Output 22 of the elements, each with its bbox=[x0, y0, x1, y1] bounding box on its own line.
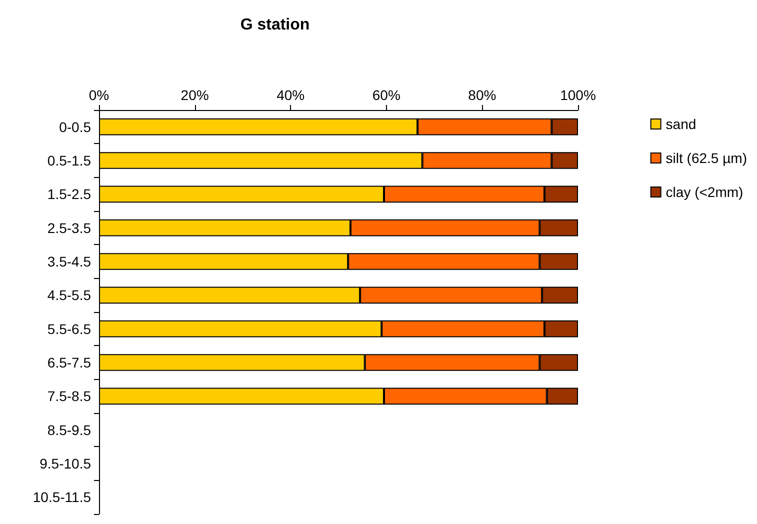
y-tick-label: 9.5-10.5 bbox=[40, 456, 92, 472]
y-tick-label: 3.5-4.5 bbox=[47, 254, 92, 270]
y-tick-label: 8.5-9.5 bbox=[47, 422, 92, 438]
x-tick-label: 20% bbox=[180, 87, 209, 103]
x-tick-label: 60% bbox=[372, 87, 400, 103]
y-tick-label: 6.5-7.5 bbox=[47, 354, 92, 370]
chart-title: G station bbox=[240, 16, 310, 34]
y-tick-label: 7.5-8.5 bbox=[47, 388, 92, 404]
y-tick-label: 0.5-1.5 bbox=[47, 152, 92, 168]
x-tick-label: 80% bbox=[468, 87, 496, 103]
y-tick-label: 0-0.5 bbox=[59, 118, 92, 135]
y-tick-label: 5.5-6.5 bbox=[47, 320, 92, 337]
y-tick-label: 1.5-2.5 bbox=[47, 186, 92, 202]
legend-label: silt (62.5 µm) bbox=[666, 150, 748, 166]
x-tick-label: 100% bbox=[560, 87, 596, 103]
legend-label: clay (<2mm) bbox=[666, 184, 744, 200]
x-tick-label: 0% bbox=[88, 87, 110, 103]
y-tick-label: 4.5-5.5 bbox=[47, 287, 92, 304]
y-tick-label: 10.5-11.5 bbox=[32, 489, 92, 506]
x-tick-label: 40% bbox=[276, 87, 305, 103]
y-tick-label: 2.5-3.5 bbox=[47, 220, 92, 236]
legend-label: sand bbox=[666, 116, 696, 132]
